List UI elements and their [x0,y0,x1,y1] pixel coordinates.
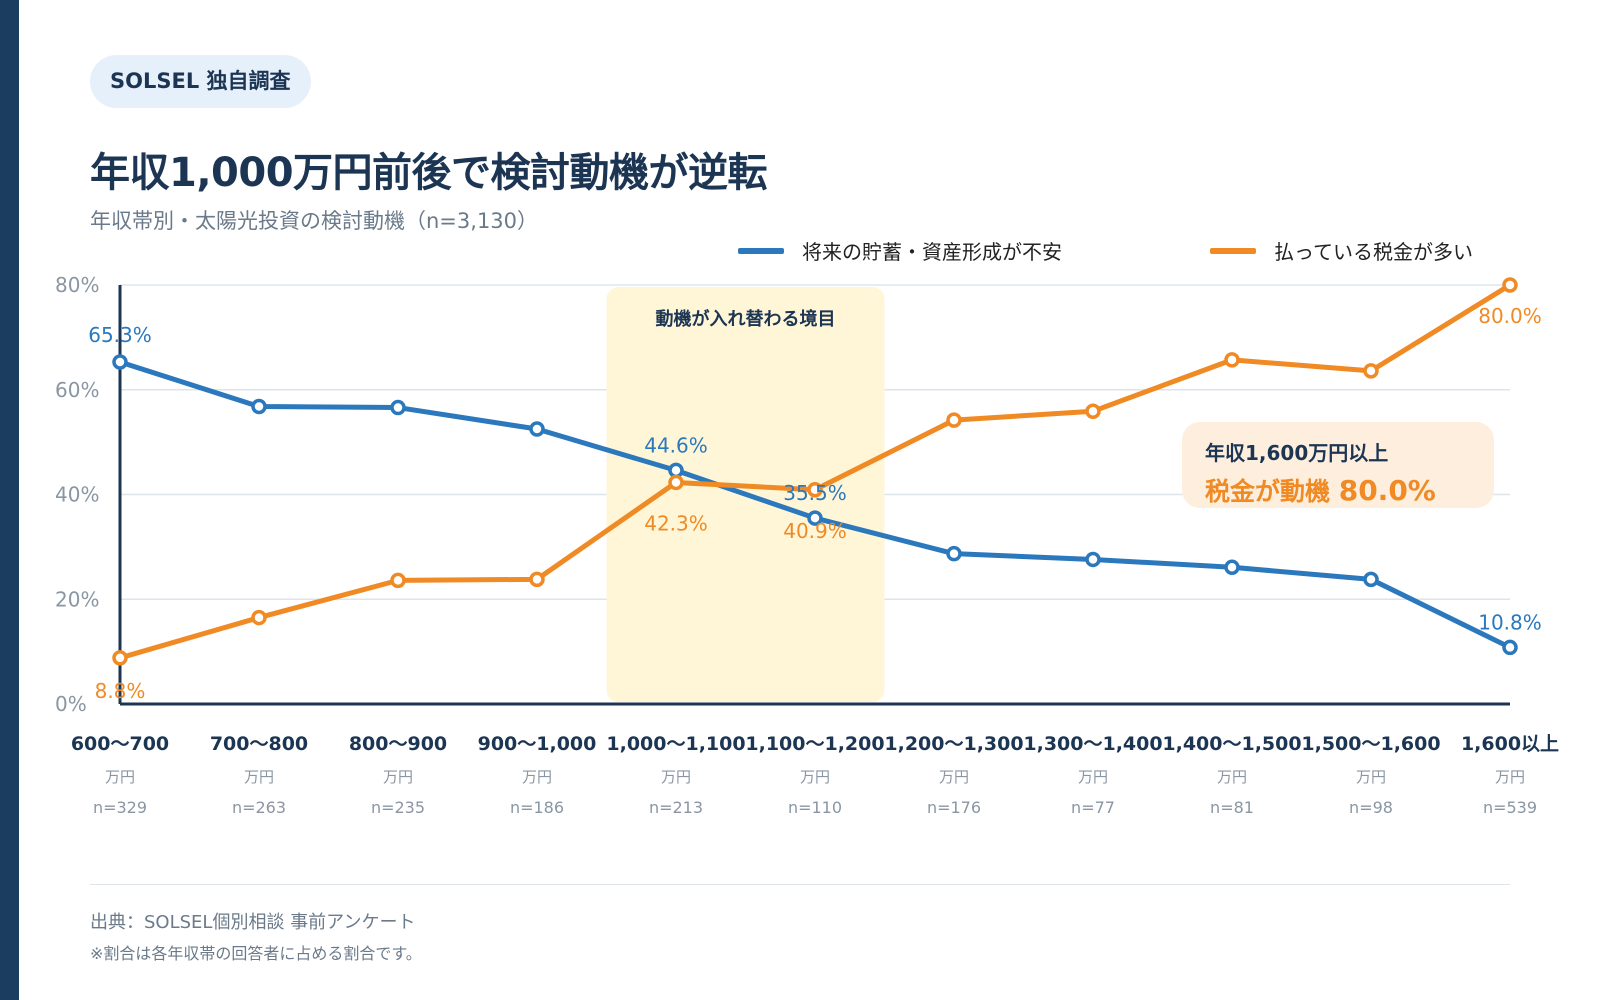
legend-swatch-tax [1210,247,1256,254]
x-unit-label: 万円 [1078,768,1108,786]
source-note: 出典：SOLSEL個別相談 事前アンケート [90,912,416,933]
x-unit-label: 万円 [1217,768,1247,786]
legend-swatch-savings [738,247,784,254]
data-point [807,510,823,526]
survey-badge: SOLSEL 独自調査 [90,55,311,108]
x-tick-label: 900〜1,000 [478,733,597,755]
sample-size-label: n=186 [510,798,564,817]
data-point [1502,277,1518,293]
x-tick-label: 600〜700 [71,733,169,755]
x-tick-label: 1,500〜1,600 [1301,733,1440,755]
data-label: 8.8% [95,679,146,703]
data-label: 42.3% [644,511,708,535]
sample-size-label: n=77 [1071,798,1115,817]
data-point [1363,363,1379,379]
data-label: 80.0% [1478,304,1542,328]
data-point [807,482,823,498]
data-label: 35.5% [783,481,847,505]
sample-size-label: n=110 [788,798,842,817]
x-unit-label: 万円 [522,768,552,786]
x-tick-label: 1,600以上 [1461,733,1559,755]
callout-title: 年収1,600万円以上 [1205,441,1388,465]
line-chart: 0% 20% 40% 60% 80% 動機が入れ替わる境目年収1,600万円以上税金が動機… [55,273,1559,817]
x-unit-label: 万円 [1495,768,1525,786]
data-point [529,421,545,437]
x-tick-label: 1,200〜1,300 [884,733,1023,755]
x-tick-label: 1,300〜1,400 [1023,733,1162,755]
x-unit-label: 万円 [1356,768,1386,786]
highlight-label: 動機が入れ替わる境目 [656,308,836,330]
data-point [1363,571,1379,588]
data-point [1085,403,1101,419]
y-tick-label: 80% [55,273,99,297]
data-label: 65.3% [88,323,152,347]
chart-subtitle: 年収帯別・太陽光投資の検討動機（n=3,130） [90,209,539,233]
x-unit-label: 万円 [383,768,413,786]
sample-size-label: n=329 [93,798,147,817]
footer-divider [90,884,1510,885]
data-point [251,398,267,415]
data-point [1085,551,1101,568]
callout-box [1182,422,1494,508]
data-point [668,462,684,479]
sample-size-label: n=81 [1210,798,1254,817]
data-point [1224,352,1240,368]
side-accent-bar [0,0,19,1000]
data-point [529,571,545,588]
sample-size-label: n=176 [927,798,981,817]
sample-size-label: n=539 [1483,798,1537,817]
data-point [112,354,128,370]
data-point [668,474,684,491]
y-tick-label: 20% [55,587,99,611]
data-point [1502,639,1518,656]
data-point [946,545,962,562]
x-unit-label: 万円 [800,768,830,786]
y-tick-label: 40% [55,483,99,507]
x-tick-label: 700〜800 [210,733,308,755]
x-tick-label: 800〜900 [349,733,447,755]
x-tick-label: 1,400〜1,500 [1162,733,1301,755]
x-tick-label: 1,000〜1,100 [606,733,745,755]
callout-value: 税金が動機 80.0% [1205,474,1436,507]
data-point [390,572,406,589]
x-unit-label: 万円 [244,768,274,786]
sample-size-label: n=98 [1349,798,1393,817]
callout-value-number: 80.0% [1339,474,1436,507]
data-label: 40.9% [783,519,847,543]
data-point [946,412,962,428]
x-unit-label: 万円 [105,768,135,786]
data-point [251,609,267,626]
legend-item-tax: 払っている税金が多い [1210,236,1473,265]
page-title: 年収1,000万円前後で検討動機が逆転 [90,150,768,196]
sample-size-label: n=213 [649,798,703,817]
data-label: 44.6% [644,433,708,457]
data-point [112,650,128,666]
data-point [1224,559,1240,576]
sample-size-label: n=235 [371,798,425,817]
callout-value-prefix: 税金が動機 [1205,477,1339,506]
legend-item-savings: 将来の貯蓄・資産形成が不安 [738,236,1062,265]
legend-label-tax: 払っている税金が多い [1274,240,1473,264]
x-unit-label: 万円 [661,768,691,786]
y-tick-label: 0% [55,692,87,716]
x-tick-label: 1,100〜1,200 [745,733,884,755]
x-unit-label: 万円 [939,768,969,786]
legend-label-savings: 将来の貯蓄・資産形成が不安 [802,240,1062,264]
footnote: ※割合は各年収帯の回答者に占める割合です。 [90,944,422,963]
data-point [390,399,406,416]
data-label: 10.8% [1478,610,1542,634]
y-tick-label: 60% [55,378,99,402]
sample-size-label: n=263 [232,798,286,817]
